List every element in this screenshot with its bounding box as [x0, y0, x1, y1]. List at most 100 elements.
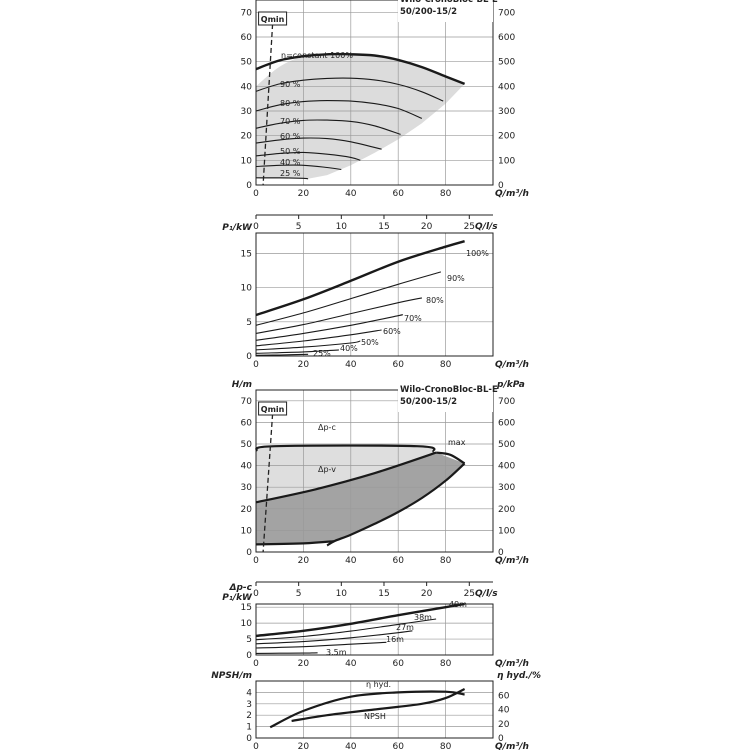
y-tick-label: 0 [246, 548, 252, 558]
y2-tick-label: 500 [498, 58, 515, 68]
series-90 [255, 77, 444, 102]
series-80 [255, 100, 423, 119]
series-60 [255, 137, 382, 150]
series-label-50: 50% [361, 338, 379, 347]
x-tick-label: 80 [440, 189, 452, 199]
y2-tick-label: 300 [498, 483, 515, 493]
x2-tick-label: 25 [464, 222, 475, 232]
qmin-line [262, 413, 274, 553]
series-label-60: 60% [383, 327, 401, 336]
y-tick-label: 4 [246, 688, 252, 698]
series-hyd [269, 690, 465, 729]
y-tick-label: 0 [246, 352, 252, 362]
y-axis-label: P₁/kW [222, 223, 253, 233]
x-tick-label: 0 [253, 556, 259, 566]
y2-tick-label: 200 [498, 132, 515, 142]
x-tick-label: 0 [253, 189, 259, 199]
y2-tick-label: 40 [498, 706, 510, 716]
series-50 [255, 340, 361, 351]
x-axis-label: Q/m³/h [495, 742, 529, 750]
x-tick-label: 60 [392, 659, 404, 669]
x2-tick-label: 5 [296, 222, 302, 232]
y-tick-label: 0 [246, 651, 252, 661]
y2-tick-label: 100 [498, 526, 515, 536]
series-label-n-constant-100: n=constant 100% [281, 51, 353, 60]
y-tick-label: 5 [246, 635, 252, 645]
y2-tick-label: 60 [498, 691, 510, 701]
qmin-line [262, 23, 274, 186]
series-label-100: 100% [466, 249, 489, 258]
x-tick-label: 80 [440, 742, 452, 750]
x-tick-label: 40 [345, 556, 357, 566]
plot-frame [255, 603, 494, 656]
plot-frame [255, 389, 494, 553]
x2-tick-label: 25 [464, 589, 475, 599]
control-mode-areas-axes: 0 20 40 60 800102030405060700100200300400500… [232, 380, 529, 599]
chart-title: 50/200-15/2 [400, 397, 457, 407]
y-tick-label: 10 [241, 156, 253, 166]
series-min [255, 540, 335, 546]
plot-frame [255, 232, 494, 357]
delta-p-v-area [256, 452, 465, 546]
series-label-3-5m: 3.5m [326, 648, 347, 657]
x-axis-label: Q/m³/h [495, 556, 529, 566]
power-head-axes: 0 20 40 60 80 0 5 10 15 Q/m³/h Δp-cP₁/kW [222, 583, 529, 669]
qmin-label: Qmin [261, 405, 285, 414]
y-tick-label: 60 [241, 33, 253, 43]
x2-tick-label: 10 [336, 589, 348, 599]
y2-tick-label: 20 [498, 720, 510, 730]
series-label-40: 40 % [280, 158, 301, 167]
series-70 [255, 314, 404, 341]
power-speed-axes: 0 20 40 60 80 0 5 10 15 Q/m³/h P₁/kW [222, 223, 529, 370]
x-tick-label: 0 [253, 360, 259, 370]
y-tick-label: 70 [241, 8, 253, 18]
y2-tick-label: 300 [498, 107, 515, 117]
x2-tick-label: 20 [421, 222, 433, 232]
plot-frame [255, 0, 494, 186]
series-label-40: 40% [340, 344, 358, 353]
x-tick-label: 40 [345, 659, 357, 669]
series-label-p-v: Δp-v [318, 465, 336, 474]
chart-title: 50/200-15/2 [400, 7, 457, 17]
y-tick-label: 10 [241, 284, 253, 294]
qmin-label: Qmin [261, 15, 285, 24]
series-90 [255, 271, 442, 326]
y2-tick-label: 200 [498, 505, 515, 515]
x2-tick-label: 0 [253, 222, 259, 232]
series-label-50: 50 % [280, 147, 301, 156]
operating-area [256, 54, 465, 179]
series-label-p-c: Δp-c [318, 423, 336, 432]
series-60 [255, 329, 382, 347]
y2-tick-label: 600 [498, 33, 515, 43]
series-40 [255, 164, 342, 171]
qmin-box [258, 11, 288, 26]
series-38m [255, 618, 437, 641]
y-axis-label: Δp-c [229, 583, 253, 593]
series-label-80: 80 % [280, 99, 301, 108]
y-tick-label: 40 [241, 462, 253, 472]
qmin-box [258, 401, 288, 416]
series-25 [255, 353, 309, 356]
x-tick-label: 20 [298, 659, 310, 669]
x-tick-label: 40 [345, 742, 357, 750]
series-70 [255, 119, 401, 135]
series-label-80: 80% [426, 296, 444, 305]
series-label-max: max [448, 438, 466, 447]
series-label-25: 25% [313, 349, 331, 358]
series-label-25: 25 % [280, 169, 301, 178]
x-tick-label: 0 [253, 659, 259, 669]
x2-axis-label: Q/l/s [475, 589, 498, 599]
series-label-hyd: η hyd. [366, 680, 391, 689]
x-axis-label: Q/m³/h [495, 189, 529, 199]
series-p-v [255, 451, 437, 504]
y-tick-label: 10 [241, 619, 253, 629]
delta-p-c-area [256, 445, 437, 503]
x-tick-label: 60 [392, 360, 404, 370]
x2-tick-label: 0 [253, 589, 259, 599]
series-100 [255, 240, 465, 317]
x2-tick-label: 20 [421, 589, 433, 599]
series-25 [256, 177, 309, 180]
series-80 [255, 297, 423, 334]
series-16m [255, 641, 387, 649]
